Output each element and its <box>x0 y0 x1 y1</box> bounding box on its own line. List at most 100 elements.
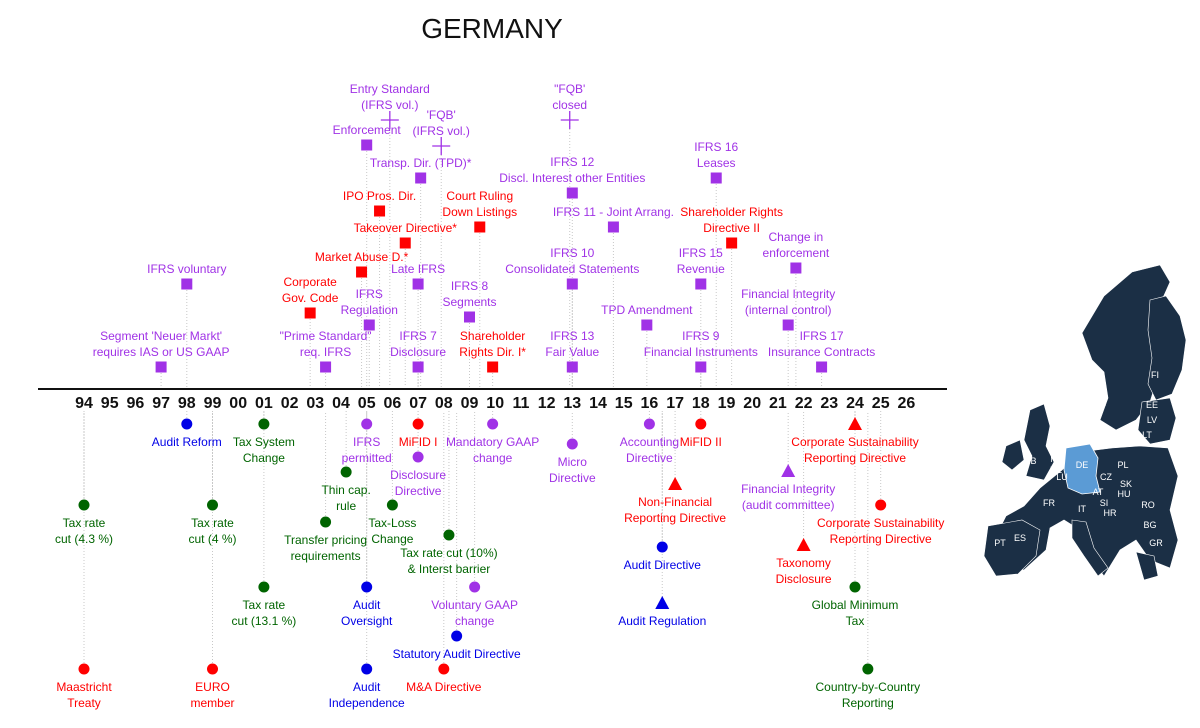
event-label: cut (4.3 %) <box>55 532 113 546</box>
square-marker <box>181 278 193 290</box>
event-label: MiFID I <box>399 435 438 449</box>
event-disclosure-directive: Disclosure Directive <box>390 451 446 498</box>
year-label: 08 <box>435 395 453 412</box>
event-prime-standard: "Prime Standard" req. IFRS <box>280 329 372 373</box>
event-label: IFRS 12 <box>550 155 594 169</box>
event-financial-integrity-internal: Financial Integrity (internal control) <box>741 287 835 331</box>
event-ipo-pros: IPO Pros. Dir. <box>343 189 416 217</box>
event-label: Disclosure <box>776 572 832 586</box>
event-label: Change <box>243 451 285 465</box>
event-label: Directive <box>395 484 442 498</box>
event-label: Segments <box>442 295 496 309</box>
event-takeover-directive: Takeover Directive* <box>354 221 457 249</box>
circle-marker <box>78 499 90 511</box>
event-micro-directive: Micro Directive <box>549 438 596 485</box>
event-change-enforcement: Change in enforcement <box>763 230 830 274</box>
event-global-minimum-tax: Global Minimum Tax <box>812 581 898 628</box>
event-label: Reporting Directive <box>830 532 932 546</box>
square-marker <box>474 221 486 233</box>
circle-marker <box>656 541 668 553</box>
event-enforcement: Enforcement <box>333 123 401 151</box>
map-country-shape <box>1147 295 1187 401</box>
event-label: Change in <box>769 230 824 244</box>
map-country-label: PT <box>994 538 1006 548</box>
circle-marker <box>258 581 270 593</box>
map-country-label: SI <box>1100 498 1109 508</box>
year-label: 24 <box>846 395 864 412</box>
map-country-shape <box>1071 519 1109 577</box>
circle-marker <box>181 418 193 430</box>
map-country-label: AT <box>1093 487 1104 497</box>
event-label: Independence <box>329 696 405 710</box>
event-audit-oversight: Audit Oversight <box>341 581 393 628</box>
event-taxonomy-disclosure: Taxonomy Disclosure <box>776 538 832 586</box>
triangle-marker <box>655 596 670 609</box>
square-marker <box>726 237 738 249</box>
triangle-marker <box>668 477 683 490</box>
event-label: change <box>455 614 495 628</box>
square-marker <box>487 361 499 373</box>
map-country-label: PL <box>1117 460 1128 470</box>
year-label: 96 <box>127 395 145 412</box>
event-label: Corporate Sustainability <box>817 516 944 530</box>
event-label: Transp. Dir. (TPD)* <box>370 156 472 170</box>
event-euro-member: EURO member <box>190 663 235 710</box>
event-ifrs-17: IFRS 17 Insurance Contracts <box>768 329 875 373</box>
square-marker <box>304 307 316 319</box>
event-label: Leases <box>697 156 736 170</box>
event-label: IFRS <box>356 287 383 301</box>
circle-marker <box>340 466 352 478</box>
event-label: cut (4 %) <box>188 532 236 546</box>
event-label: closed <box>552 98 587 112</box>
square-marker <box>374 205 386 217</box>
year-label: 22 <box>795 395 813 412</box>
event-label: IFRS 7 <box>399 329 437 343</box>
map-germany-highlight <box>1063 443 1101 495</box>
circle-marker <box>643 418 655 430</box>
event-ifrs-regulation: IFRS Regulation <box>341 287 398 331</box>
event-segment-neuer-markt: Segment 'Neuer Markt' requires IAS or US … <box>93 329 230 373</box>
event-label: Directive <box>626 451 673 465</box>
event-label: Maastricht <box>56 680 112 694</box>
circle-marker <box>258 418 270 430</box>
event-label: Audit Regulation <box>618 614 706 628</box>
circle-marker <box>875 499 887 511</box>
event-label: Reporting Directive <box>624 511 726 525</box>
event-label: Micro <box>558 455 588 469</box>
map-country-label: CZ <box>1100 472 1112 482</box>
event-accounting-directive: Accounting Directive <box>620 418 679 465</box>
event-label: IFRS 9 <box>682 329 720 343</box>
square-marker <box>566 278 578 290</box>
circle-marker <box>207 663 218 675</box>
year-label: 17 <box>666 395 684 412</box>
event-audit-regulation: Audit Regulation <box>618 596 706 628</box>
year-label: 01 <box>255 395 273 412</box>
square-marker <box>412 361 424 373</box>
event-label: requirements <box>291 549 361 563</box>
event-statutory-audit: Statutory Audit Directive <box>393 630 521 661</box>
event-label: Audit <box>353 598 381 612</box>
event-entry-standard: Entry Standard (IFRS vol.) <box>350 82 430 129</box>
year-label: 12 <box>538 395 556 412</box>
event-ifrs-9: IFRS 9 Financial Instruments <box>644 329 758 373</box>
circle-marker <box>862 663 874 675</box>
map-country-label: NL <box>1050 454 1062 464</box>
triangle-marker <box>848 417 862 430</box>
map-country-label: SK <box>1120 479 1132 489</box>
year-label: 99 <box>204 395 222 412</box>
event-label: Fair Value <box>545 345 599 359</box>
event-label: Mandatory GAAP <box>446 435 539 449</box>
circle-marker <box>386 499 398 511</box>
event-label: Insurance Contracts <box>768 345 875 359</box>
year-label: 21 <box>769 395 787 412</box>
event-label: MiFID II <box>680 435 722 449</box>
circle-marker <box>207 499 218 511</box>
map-country-label: LU <box>1056 472 1068 482</box>
square-marker <box>782 319 794 331</box>
event-label: permitted <box>342 451 392 465</box>
event-label: Transfer pricing <box>284 533 367 547</box>
map-country-label: RO <box>1141 500 1155 510</box>
event-label: requires IAS or US GAAP <box>93 345 230 359</box>
year-label: 25 <box>872 395 890 412</box>
